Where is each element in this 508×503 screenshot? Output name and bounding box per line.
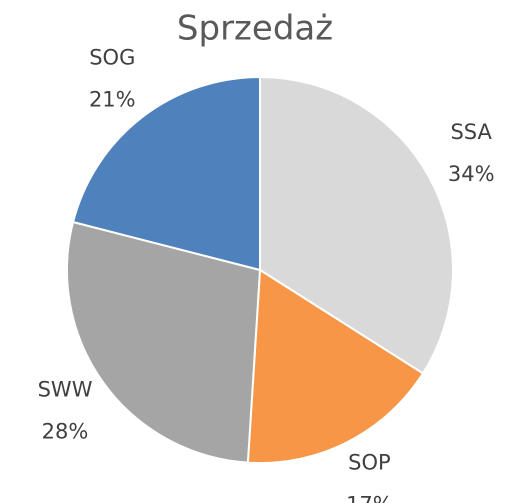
- slice-value-label: 21%: [89, 88, 136, 112]
- slice-value-label: 17%: [346, 493, 393, 503]
- slice-category-label: SOP: [348, 451, 391, 475]
- chart-title: Sprzedaż: [177, 9, 333, 49]
- pie-slice: [66, 220, 262, 464]
- pie-slice: [246, 268, 425, 464]
- pie-slice: [71, 75, 261, 272]
- slice-category-label: SSA: [450, 120, 492, 144]
- slice-value-label: 28%: [42, 420, 89, 444]
- slice-value-label: 34%: [448, 162, 495, 186]
- pie-slice: [259, 75, 454, 375]
- slice-category-label: SWW: [38, 378, 93, 402]
- slice-category-label: SOG: [89, 46, 135, 70]
